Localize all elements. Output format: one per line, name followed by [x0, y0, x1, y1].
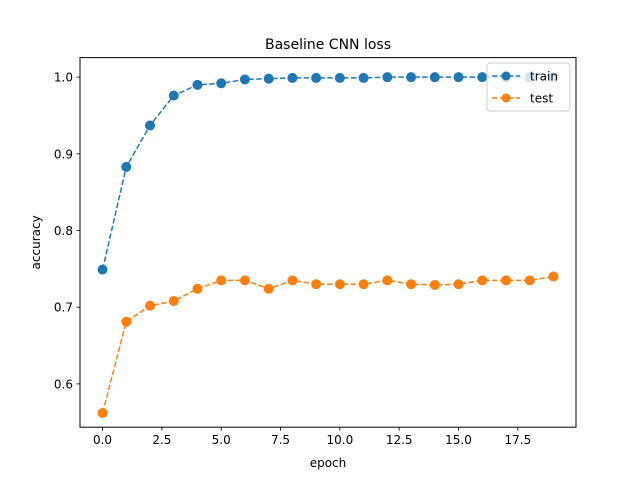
series-train	[97, 72, 559, 275]
data-point-test	[121, 316, 132, 327]
data-point-test	[263, 283, 274, 294]
data-point-test	[145, 300, 156, 311]
y-tick-label: 0.8	[54, 224, 73, 238]
x-axis-ticks: 0.0 2.5 5.0 7.5 10.0 12.5 15.0 17.5	[93, 427, 531, 447]
data-point-test	[168, 296, 179, 307]
y-tick-label: 1.0	[54, 71, 73, 85]
data-point-test	[477, 275, 488, 286]
x-tick-label: 15.0	[445, 433, 472, 447]
data-point-train	[358, 72, 369, 83]
data-point-train	[429, 72, 440, 83]
data-point-test	[382, 275, 393, 286]
data-point-train	[263, 73, 274, 84]
data-point-train	[145, 120, 156, 131]
data-point-test	[429, 279, 440, 290]
data-point-test	[358, 279, 369, 290]
data-point-train	[97, 264, 108, 275]
data-point-test	[216, 275, 227, 286]
data-point-train	[239, 74, 250, 85]
data-point-test	[406, 279, 417, 290]
data-point-test	[192, 283, 203, 294]
data-point-train	[216, 78, 227, 89]
x-tick-label: 17.5	[504, 433, 531, 447]
data-point-train	[311, 72, 322, 83]
data-point-test	[97, 408, 108, 419]
data-point-train	[382, 72, 393, 83]
x-tick-label: 7.5	[271, 433, 290, 447]
x-tick-label: 10.0	[327, 433, 354, 447]
series-line-train	[101, 76, 554, 270]
chart-title: Baseline CNN loss	[265, 37, 391, 53]
y-tick-label: 0.9	[54, 147, 73, 161]
data-point-test	[548, 271, 559, 282]
data-point-test	[500, 275, 511, 286]
data-point-test	[453, 279, 464, 290]
x-tick-label: 0.0	[93, 433, 112, 447]
data-point-test	[287, 275, 298, 286]
y-tick-label: 0.6	[54, 377, 73, 391]
data-point-train	[334, 72, 345, 83]
legend-marker-test	[501, 93, 511, 103]
legend-label-test: test	[530, 92, 553, 106]
legend: train test	[486, 62, 571, 112]
data-point-test	[239, 275, 250, 286]
data-point-train	[121, 161, 132, 172]
y-axis-ticks: 0.6 0.7 0.8 0.9 1.0	[54, 71, 80, 391]
series-layer	[97, 72, 559, 419]
data-point-train	[477, 72, 488, 83]
data-point-test	[311, 279, 322, 290]
series-line-test	[101, 275, 554, 414]
data-point-train	[406, 72, 417, 83]
legend-marker-train	[501, 71, 511, 81]
data-point-train	[192, 79, 203, 90]
x-tick-label: 5.0	[212, 433, 231, 447]
plot-frame	[79, 57, 577, 428]
x-tick-label: 12.5	[386, 433, 413, 447]
x-tick-label: 2.5	[152, 433, 171, 447]
y-tick-label: 0.7	[54, 301, 73, 315]
series-test	[97, 271, 559, 419]
data-point-train	[453, 72, 464, 83]
legend-label-train: train	[530, 70, 558, 84]
data-point-train	[168, 90, 179, 101]
data-point-train	[287, 72, 298, 83]
data-point-test	[524, 275, 535, 286]
data-point-test	[334, 279, 345, 290]
x-axis-label: epoch	[310, 456, 347, 470]
y-axis-label: accuracy	[29, 215, 43, 269]
